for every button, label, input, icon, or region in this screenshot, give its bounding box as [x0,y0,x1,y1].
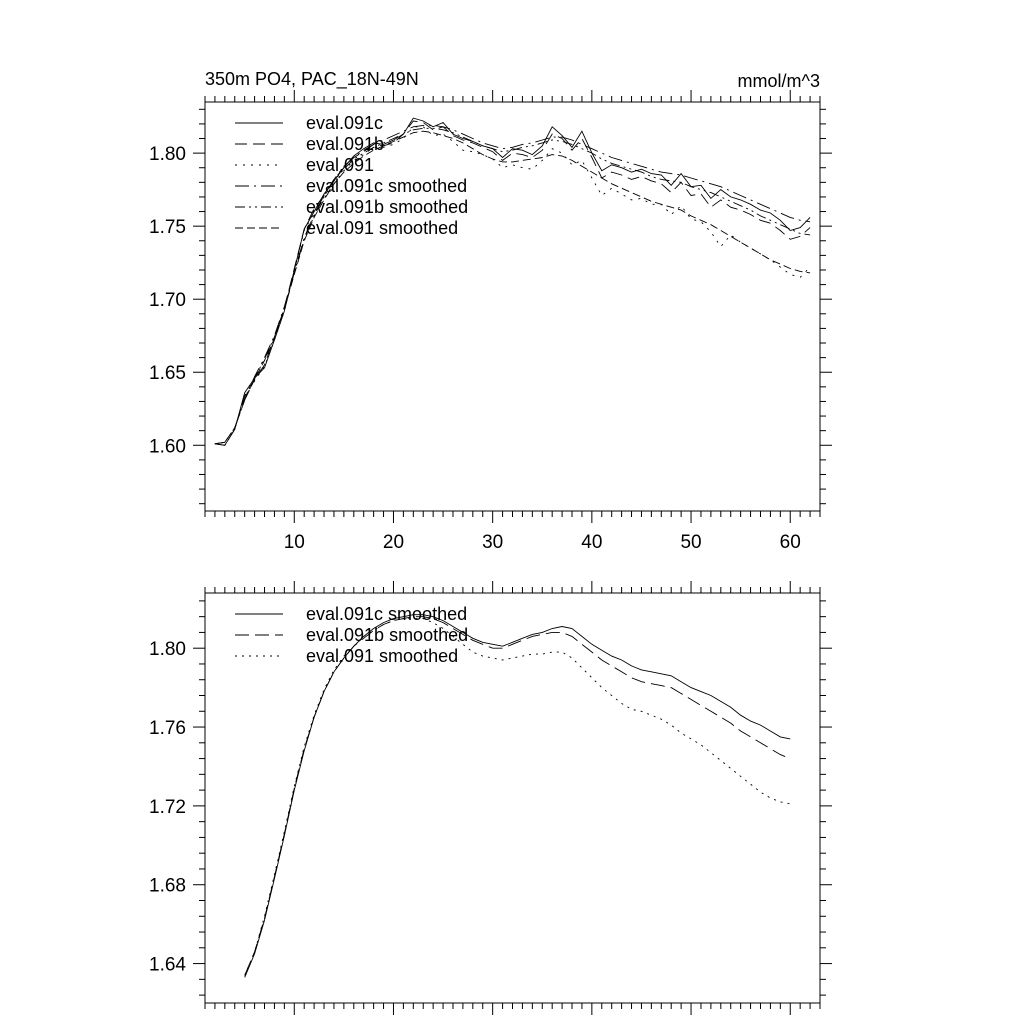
series-line-1 [244,616,791,976]
top-plot-frame [204,101,821,512]
y-tick-label: 1.80 [149,639,186,660]
top-series-lines [214,117,811,446]
series-line-0 [244,614,791,978]
y-tick-label: 1.60 [149,436,186,457]
x-tick-label: 30 [482,532,503,553]
top-ticks: 10 20 30 40 50 60 1.60 1.65 1.70 1.75 1.80 [149,90,832,553]
series-line-2 [214,126,811,446]
legend-label-0: eval.091c [306,113,383,133]
legend-label-1: eval.091b [306,134,384,154]
series-line-5 [214,130,811,445]
legend-label-0: eval.091c smoothed [306,604,467,624]
y-tick-label: 1.64 [149,955,186,976]
x-tick-label: 10 [284,532,305,553]
top-chart-title: 350m PO4, PAC_18N-49N [205,69,419,90]
bottom-series-lines [244,614,791,978]
x-tick-label: 60 [780,532,801,553]
series-line-1 [214,120,811,446]
bottom-ticks: 1.64 1.68 1.72 1.76 1.80 [149,581,832,1015]
x-tick-label: 40 [581,532,602,553]
legend-label-5: eval.091 smoothed [306,218,458,238]
series-line-2 [244,618,791,976]
legend-label-2: eval.091 smoothed [306,646,458,666]
y-tick-label: 1.75 [149,217,186,238]
x-tick-label: 50 [680,532,701,553]
series-line-3 [214,124,811,445]
bottom-panel: 1.641.681.721.761.80 eval.091c smoothede… [149,581,832,1015]
top-panel: 350m PO4, PAC_18N-49N mmol/m^3 10 20 30 40 5… [149,69,832,553]
top-chart-units: mmol/m^3 [738,71,820,91]
y-tick-label: 1.70 [149,290,186,311]
y-tick-label: 1.80 [149,144,186,165]
y-tick-label: 1.72 [149,797,186,818]
x-tick-label: 20 [383,532,404,553]
series-line-0 [214,117,811,446]
y-tick-label: 1.76 [149,718,186,739]
y-tick-label: 1.68 [149,876,186,897]
legend-label-2: eval.091 [306,155,374,175]
legend-label-3: eval.091c smoothed [306,176,467,196]
bottom-plot-frame [204,592,821,1004]
legend-label-1: eval.091b smoothed [306,625,468,645]
legend-label-4: eval.091b smoothed [306,197,468,217]
y-tick-label: 1.65 [149,363,186,384]
series-line-4 [214,127,811,445]
